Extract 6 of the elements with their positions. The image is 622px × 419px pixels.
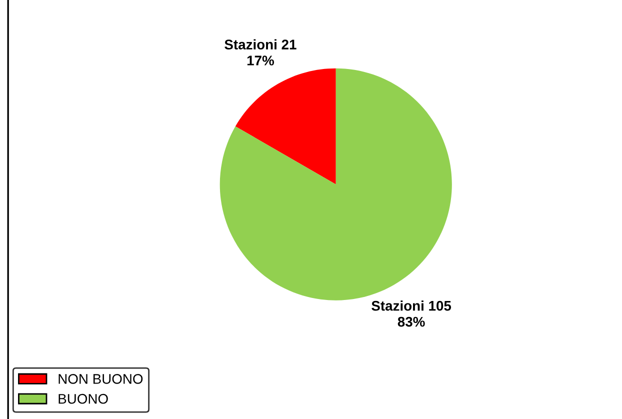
pie-slice (235, 68, 336, 184)
pie-slice (220, 68, 452, 300)
data-label: Stazioni 21 17% (224, 39, 296, 66)
legend-label: NON BUONO (58, 374, 143, 384)
legend-label: BUONO (58, 394, 108, 404)
data-label: Stazioni 105 83% (372, 300, 452, 327)
